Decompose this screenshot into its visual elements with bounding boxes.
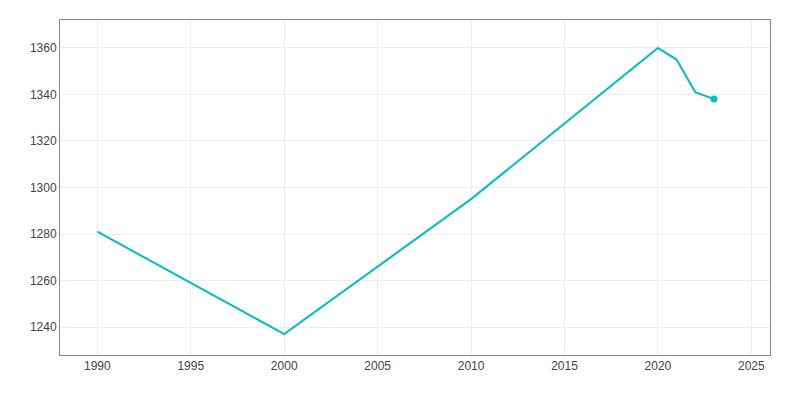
svg-text:2025: 2025 <box>738 359 765 373</box>
svg-text:1320: 1320 <box>30 134 57 148</box>
svg-text:1360: 1360 <box>30 41 57 55</box>
svg-text:2005: 2005 <box>364 359 391 373</box>
svg-text:1990: 1990 <box>84 359 111 373</box>
svg-text:1995: 1995 <box>177 359 204 373</box>
svg-text:1260: 1260 <box>30 274 57 288</box>
svg-text:1240: 1240 <box>30 320 57 334</box>
svg-text:2000: 2000 <box>271 359 298 373</box>
svg-text:1280: 1280 <box>30 227 57 241</box>
svg-text:2020: 2020 <box>645 359 672 373</box>
svg-text:2015: 2015 <box>551 359 578 373</box>
svg-text:1300: 1300 <box>30 181 57 195</box>
svg-text:2010: 2010 <box>458 359 485 373</box>
svg-text:1340: 1340 <box>30 88 57 102</box>
